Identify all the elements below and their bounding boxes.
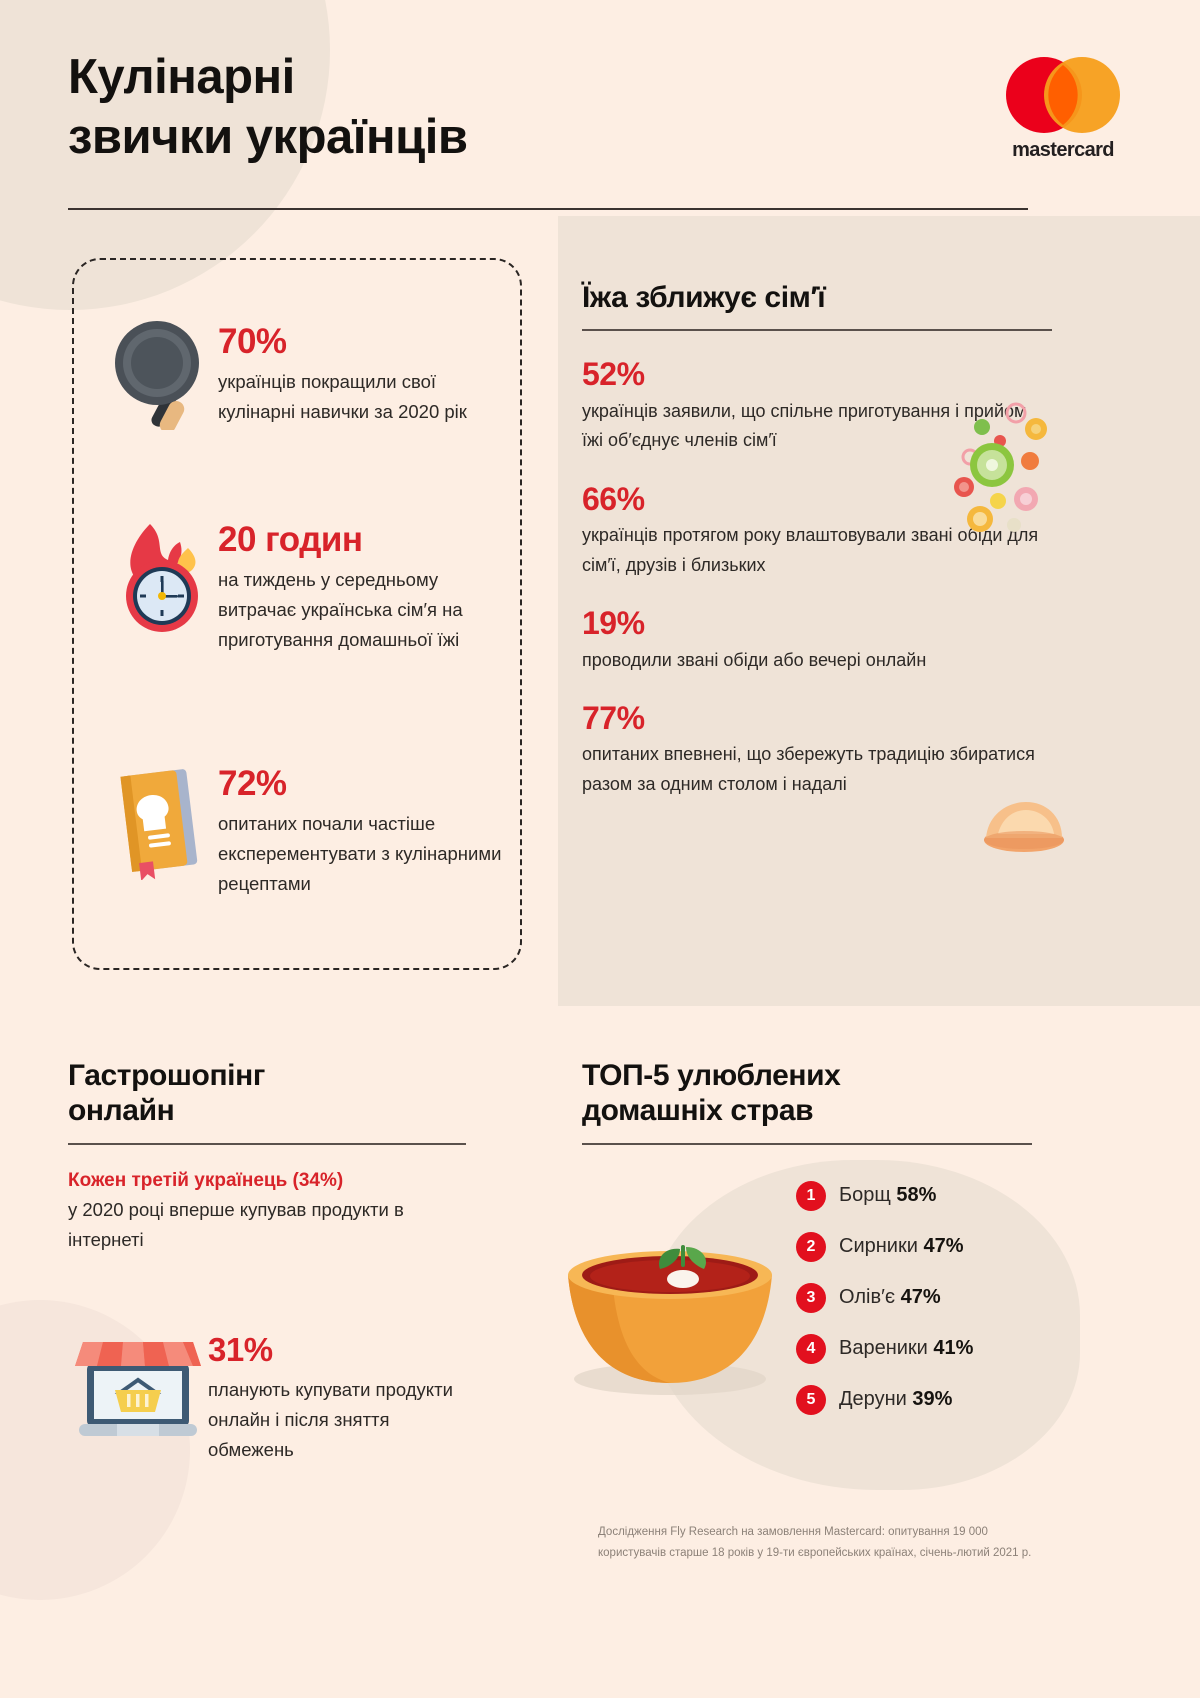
dish-entry: Деруни 39%: [839, 1388, 952, 1411]
list-item: 2 Сирники 47%: [796, 1231, 1026, 1262]
stat-row-cookbook: 72% опитаних почали частіше експеременту…: [106, 760, 514, 899]
shopping-lead-highlight: Кожен третій українець (34%): [68, 1169, 344, 1191]
dish-entry: Вареники 41%: [839, 1337, 973, 1360]
dish-name: Вареники: [839, 1337, 928, 1360]
stat-value: 31%: [208, 1331, 273, 1368]
family-stat-52: 52% українців заявили, що спільне пригот…: [582, 357, 1052, 455]
dish-name: Деруни: [839, 1388, 907, 1411]
shopping-title-line-1: Гастрошопінг: [68, 1059, 265, 1092]
stat-text-cookbook: 72% опитаних почали частіше експеременту…: [218, 760, 514, 899]
list-item: 5 Деруни 39%: [796, 1384, 1026, 1415]
mastercard-logo-icon: [996, 53, 1130, 137]
stat-value: 52%: [582, 356, 645, 393]
stat-description: планують купувати продукти онлайн і післ…: [208, 1378, 453, 1460]
stat-value: 72%: [218, 764, 287, 803]
top5-title-line-1: ТОП-5 улюблених: [582, 1059, 841, 1092]
dish-percent: 39%: [912, 1388, 953, 1411]
dish-percent: 58%: [896, 1184, 937, 1207]
shopping-section: Гастрошопінг онлайн Кожен третій україне…: [68, 1058, 466, 1460]
stat-row-clock: 20 годин на тиждень у середньому витрача…: [106, 516, 514, 655]
family-stat-19: 19% проводили звані обіди або вечері онл…: [582, 604, 1052, 675]
shopping-stat-31: 31% планують купувати продукти онлайн і …: [68, 1328, 466, 1465]
top5-list: 1 Борщ 58% 2 Сирники 47% 3 Ол: [796, 1180, 1026, 1436]
page-header: Кулінарні звички українців mastercard: [68, 48, 1132, 168]
stat-description: на тиждень у середньому витрачає українс…: [218, 569, 463, 651]
top5-body: 1 Борщ 58% 2 Сирники 47% 3 Ол: [568, 1175, 1032, 1475]
borscht-bowl-icon: [552, 1203, 782, 1408]
dish-percent: 41%: [933, 1337, 974, 1360]
vegetables-icon: [940, 395, 1050, 545]
list-item: 4 Вареники 41%: [796, 1333, 1026, 1364]
rank-badge: 2: [796, 1231, 826, 1262]
top5-section: ТОП-5 улюблених домашніх страв: [568, 1058, 1032, 1475]
mastercard-logo: mastercard: [996, 53, 1130, 162]
footer-line-2: користувачів старше 18 років у 19-ти євр…: [598, 1547, 1032, 1560]
stat-description: українців заявили, що спільне приготуван…: [582, 401, 1027, 451]
header-divider: [68, 208, 1028, 210]
shopping-section-title: Гастрошопінг онлайн: [68, 1058, 466, 1129]
list-item: 3 Олів′є 47%: [796, 1282, 1026, 1313]
stat-description: опитаних впевнені, що збережуть традицію…: [582, 744, 1035, 794]
rank-badge: 3: [796, 1282, 826, 1313]
mastercard-circles-icon: [1006, 57, 1120, 133]
frying-pan-icon: [106, 318, 218, 430]
top5-title-line-2: домашніх страв: [582, 1094, 814, 1128]
page-title: Кулінарні звички українців: [68, 48, 708, 168]
cooking-habits-card: 70% українців покращили свої кулінарні н…: [72, 258, 522, 970]
online-store-icon: [68, 1328, 208, 1446]
family-section-divider: [582, 329, 1052, 332]
rank-badge: 4: [796, 1333, 826, 1364]
page-title-line-1: Кулінарні: [68, 50, 295, 104]
stat-value: 19%: [582, 604, 645, 641]
stat-row-frying-pan: 70% українців покращили свої кулінарні н…: [106, 318, 514, 430]
family-stat-66: 66% українців протягом року влаштовували…: [582, 480, 1052, 580]
decor-panel-right: [558, 216, 1200, 1006]
shopping-title-line-2: онлайн: [68, 1094, 175, 1128]
stat-description: проводили звані обіди або вечері онлайн: [582, 649, 927, 670]
dish-entry: Сирники 47%: [839, 1235, 963, 1258]
footer-source-note: Дослідження Fly Research на замовлення M…: [598, 1522, 1182, 1565]
footer-line-1: Дослідження Fly Research на замовлення M…: [598, 1526, 988, 1538]
stat-value: 66%: [582, 480, 645, 517]
cookbook-icon: [106, 760, 218, 880]
stat-text-frying-pan: 70% українців покращили свої кулінарні н…: [218, 318, 514, 427]
dish-name: Олів′є: [839, 1286, 896, 1309]
family-stat-77: 77% опитаних впевнені, що збережуть трад…: [582, 699, 1052, 799]
dish-entry: Олів′є 47%: [839, 1286, 941, 1309]
shopping-lead-text: у 2020 році вперше купував продукти в ін…: [68, 1199, 404, 1251]
rank-badge: 1: [796, 1180, 826, 1211]
top5-section-divider: [582, 1142, 1032, 1145]
dish-percent: 47%: [900, 1286, 941, 1309]
stat-value: 20 годин: [218, 520, 363, 559]
stat-description: українців протягом року влаштовували зва…: [582, 525, 1039, 575]
list-item: 1 Борщ 58%: [796, 1180, 1026, 1211]
alarm-clock-fire-icon: [106, 516, 218, 636]
stat-description: опитаних почали частіше експерементувати…: [218, 813, 502, 895]
dish-name: Борщ: [839, 1184, 891, 1207]
top5-section-title: ТОП-5 улюблених домашніх страв: [582, 1058, 1032, 1129]
dish-percent: 47%: [923, 1235, 964, 1258]
pastry-icon: [978, 790, 1070, 856]
dish-name: Сирники: [839, 1235, 918, 1258]
stat-text-clock: 20 годин на тиждень у середньому витрача…: [218, 516, 514, 655]
dish-entry: Борщ 58%: [839, 1184, 936, 1207]
rank-badge: 5: [796, 1384, 826, 1415]
family-section-title: Їжа зближує сім′ї: [582, 281, 826, 314]
stat-value: 77%: [582, 699, 645, 736]
family-section: Їжа зближує сім′ї 52% українців заявили,…: [582, 280, 1052, 799]
page-title-line-2: звички українців: [68, 109, 468, 164]
stat-description: українців покращили свої кулінарні навич…: [218, 371, 467, 423]
shopping-lead: Кожен третій українець (34%) у 2020 році…: [68, 1167, 466, 1255]
stat-value: 70%: [218, 322, 287, 361]
mastercard-wordmark: mastercard: [1012, 139, 1114, 161]
shopping-section-divider: [68, 1142, 466, 1145]
shopping-stat-text: 31% планують купувати продукти онлайн і …: [208, 1328, 466, 1465]
